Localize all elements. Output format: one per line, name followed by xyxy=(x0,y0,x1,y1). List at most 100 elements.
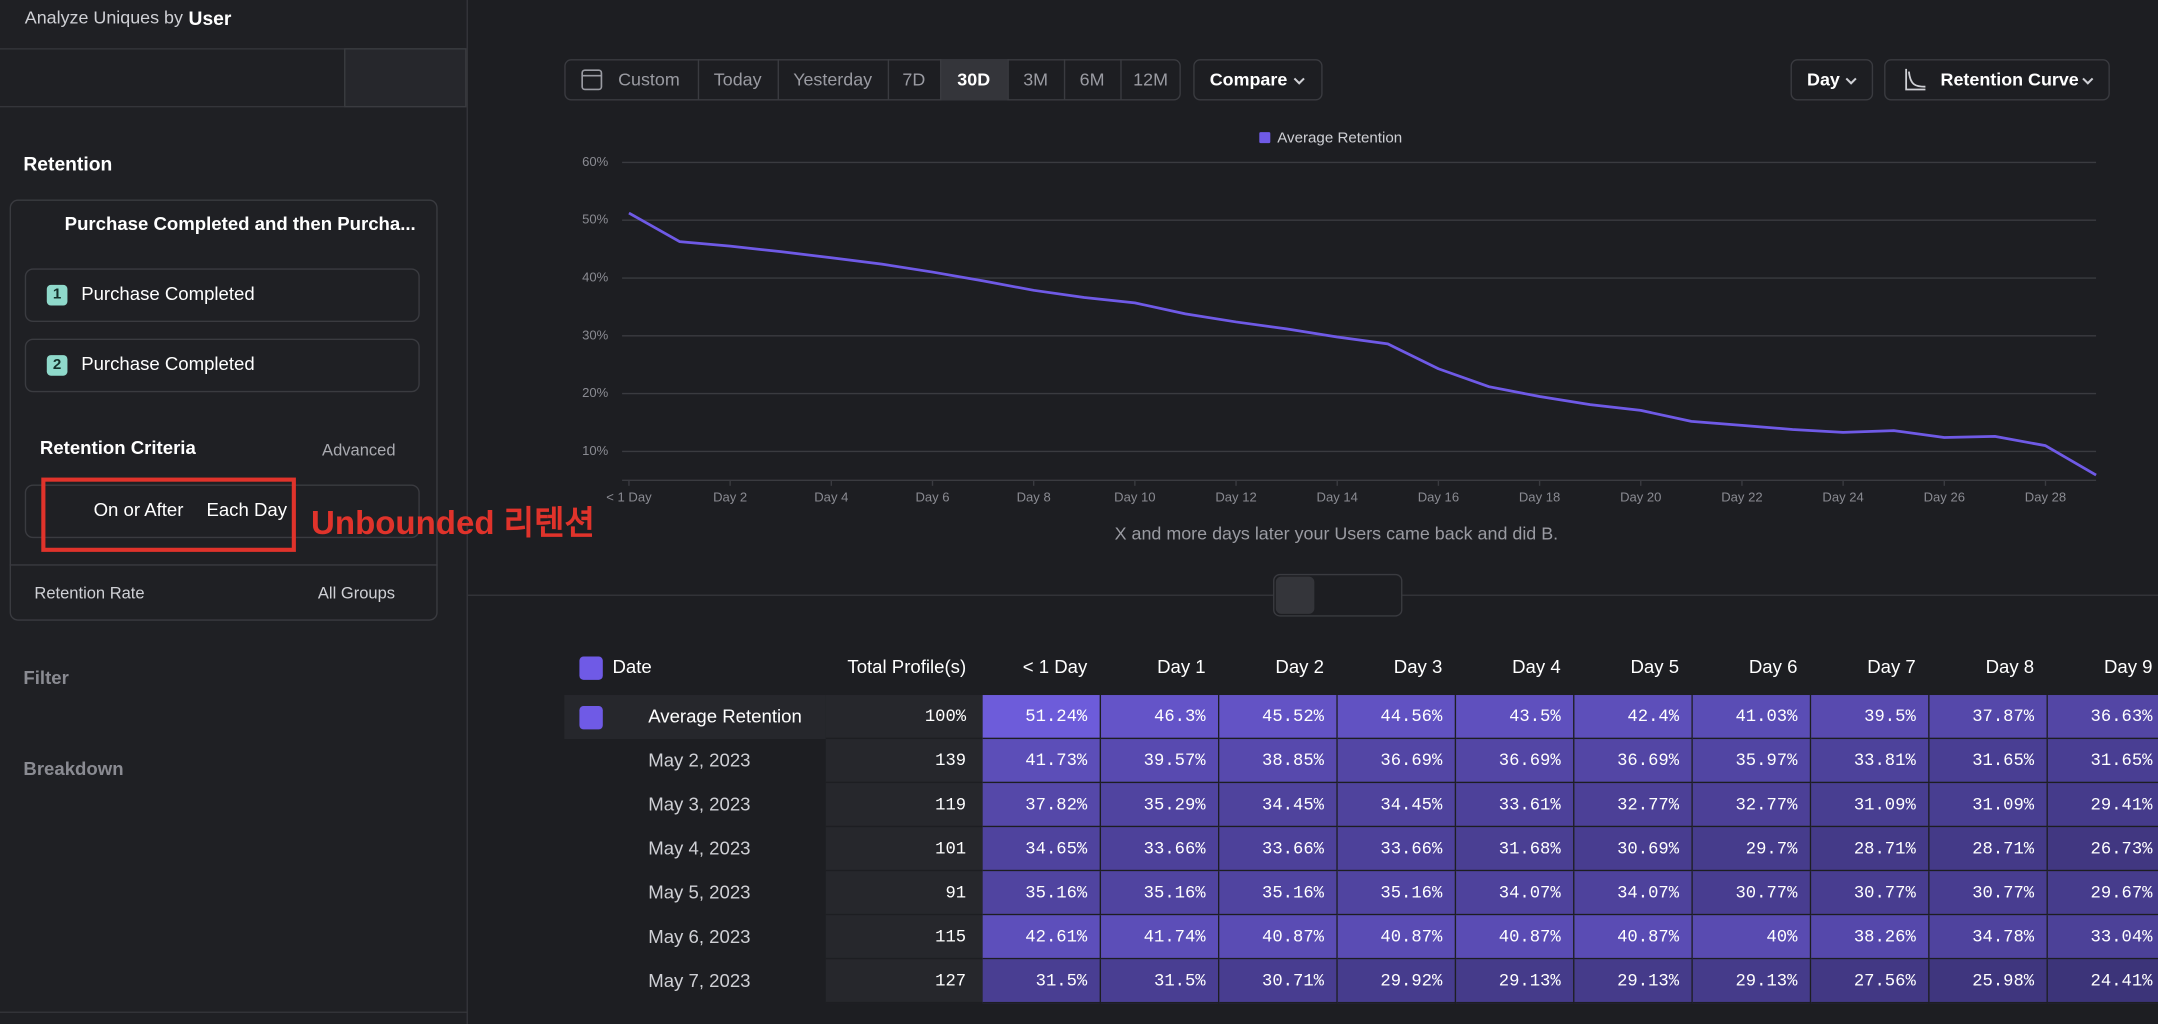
cell-value: 31.5% xyxy=(1035,971,1088,991)
cell-value: 36.69% xyxy=(1498,751,1561,771)
column-header: Day 5 xyxy=(1630,656,1680,678)
cell-value: 29.41% xyxy=(2090,795,2153,815)
event-group[interactable]: Purchase Completed and then Purcha... xyxy=(64,213,416,234)
range-label[interactable]: 6M xyxy=(1079,68,1105,90)
interval-button[interactable] xyxy=(1790,59,1874,101)
heat-cell xyxy=(982,827,1102,872)
cell-value: 30.71% xyxy=(1262,971,1324,991)
range-group xyxy=(564,59,1181,101)
range-label[interactable]: 3M xyxy=(1023,68,1049,90)
cell-value: 43.5% xyxy=(1509,707,1561,727)
heat-cell xyxy=(982,739,1102,784)
cell-value: 37.87% xyxy=(1972,707,2035,727)
view-toggle-active[interactable] xyxy=(1275,576,1315,614)
cell-value: 33.66% xyxy=(1380,839,1443,859)
range-button[interactable] xyxy=(777,59,888,101)
section-title[interactable]: Retention xyxy=(23,152,113,175)
step-box[interactable] xyxy=(24,268,420,323)
row-label: Average Retention xyxy=(648,706,802,727)
range-button[interactable] xyxy=(1063,59,1120,101)
range-button[interactable] xyxy=(1120,59,1181,101)
tab-active[interactable] xyxy=(344,48,467,108)
heat-cell xyxy=(982,695,1102,740)
cell-value: 40.87% xyxy=(1617,927,1680,947)
heat-cell xyxy=(1574,827,1693,872)
range-button[interactable] xyxy=(1007,59,1063,101)
range-label[interactable]: 7D xyxy=(902,68,926,90)
criteria-option[interactable]: On or After xyxy=(93,499,184,521)
range-label[interactable]: Yesterday xyxy=(793,68,873,90)
heat-cell xyxy=(1929,959,2048,1004)
cell-value: 51.24% xyxy=(1025,707,1088,727)
header-checkbox[interactable] xyxy=(579,656,603,680)
curve-icon xyxy=(1905,68,1926,91)
heat-cell xyxy=(1574,783,1693,828)
x-tick-label: Day 8 xyxy=(1017,490,1051,505)
heat-cell xyxy=(1456,739,1575,784)
groups-select[interactable]: All Groups xyxy=(317,583,396,603)
step-label[interactable]: Purchase Completed xyxy=(81,283,255,305)
criteria-option[interactable]: Each Day xyxy=(206,499,287,521)
x-tick-label: Day 12 xyxy=(1215,490,1256,505)
heat-cell xyxy=(2047,827,2158,872)
heat-cell xyxy=(1337,739,1457,784)
sidebar xyxy=(0,0,468,1024)
heat-cell xyxy=(1929,739,2048,784)
range-button[interactable] xyxy=(887,59,940,101)
range-label[interactable]: Custom xyxy=(618,68,680,90)
heat-cell xyxy=(1337,783,1457,828)
compare-button[interactable] xyxy=(1193,59,1323,101)
heat-cell xyxy=(1929,783,2048,828)
legend-swatch xyxy=(1259,132,1271,144)
cell-value: 35.16% xyxy=(1380,883,1443,903)
heat-cell xyxy=(1219,959,1338,1004)
cell-value: 30.77% xyxy=(1972,883,2035,903)
cell-value: 33.04% xyxy=(2090,927,2153,947)
heat-cell xyxy=(1692,959,1812,1004)
advanced[interactable]: Advanced xyxy=(322,440,396,460)
heat-cell xyxy=(982,915,1102,960)
heat-cell xyxy=(1811,739,1930,784)
step-box[interactable] xyxy=(24,338,420,393)
x-tick-label: Day 22 xyxy=(1721,490,1762,505)
cell-value: 42.4% xyxy=(1627,707,1680,727)
heat-cell xyxy=(1574,739,1693,784)
cell-value: 34.78% xyxy=(1972,927,2035,947)
cell-value: 32.77% xyxy=(1617,795,1680,815)
range-button[interactable] xyxy=(697,59,778,101)
heat-cell xyxy=(1811,915,1930,960)
heat-cell xyxy=(1574,959,1693,1004)
cell-value: 34.07% xyxy=(1498,883,1561,903)
step-badge xyxy=(46,284,68,306)
heat-cell xyxy=(1101,915,1220,960)
total-cell xyxy=(825,739,983,784)
cell-value: 24.41% xyxy=(2090,971,2153,991)
range-button[interactable] xyxy=(939,59,1008,101)
cell-value: 34.07% xyxy=(1617,883,1680,903)
range-label[interactable]: 12M xyxy=(1133,68,1168,90)
cell-value: 45.52% xyxy=(1262,707,1324,727)
heat-cell xyxy=(1101,959,1220,1004)
row-label: May 6, 2023 xyxy=(648,926,751,947)
heat-cell xyxy=(1456,783,1575,828)
row-checkbox[interactable] xyxy=(579,706,603,730)
column-header: Day 2 xyxy=(1275,656,1324,678)
range-label[interactable]: 30D xyxy=(957,68,991,90)
x-tick-label: Day 10 xyxy=(1114,490,1155,505)
row-label: May 2, 2023 xyxy=(648,750,751,771)
rate-select[interactable]: Retention Rate xyxy=(34,583,145,603)
heat-cell xyxy=(1811,871,1930,916)
cell-value: 30.77% xyxy=(1853,883,1916,903)
range-label[interactable]: Today xyxy=(713,68,762,90)
heat-cell xyxy=(1929,695,2048,740)
heat-cell xyxy=(1692,915,1812,960)
analyze-value[interactable]: User xyxy=(188,6,232,29)
column-header: Day 4 xyxy=(1512,656,1561,678)
step-label[interactable]: Purchase Completed xyxy=(81,353,255,375)
view-button[interactable] xyxy=(1884,59,2110,101)
cell-value: 41.03% xyxy=(1735,707,1798,727)
step-number: 1 xyxy=(52,286,62,303)
heat-cell xyxy=(1337,959,1457,1004)
column-header: Day 1 xyxy=(1157,656,1206,678)
criteria-box[interactable] xyxy=(24,484,420,539)
